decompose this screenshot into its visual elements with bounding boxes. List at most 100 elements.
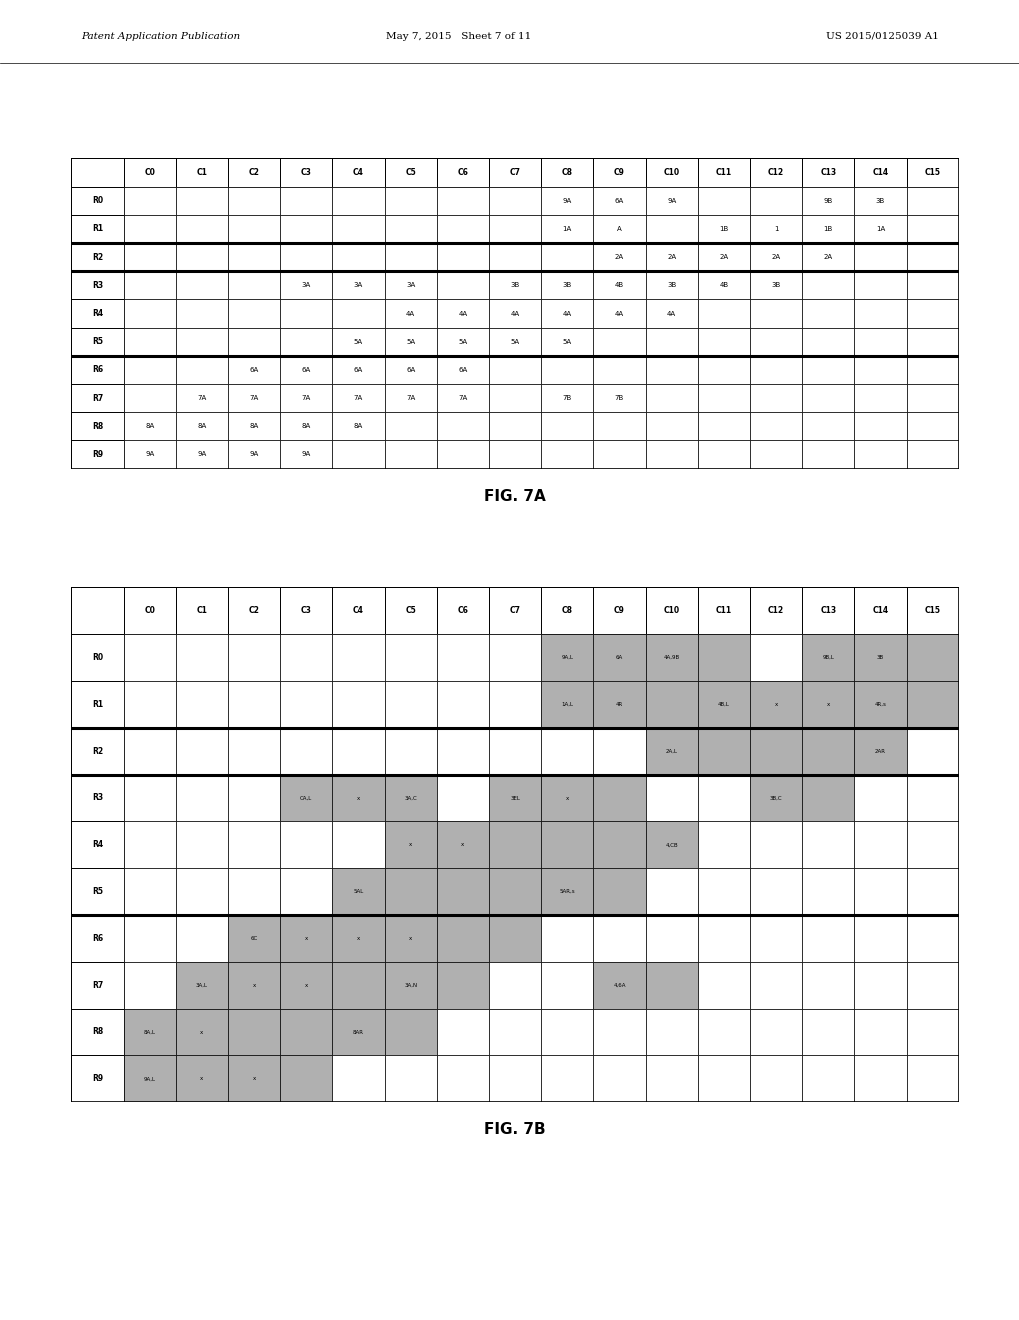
Bar xyxy=(593,821,645,869)
Bar xyxy=(593,327,645,356)
Bar xyxy=(71,356,123,384)
Text: 9A: 9A xyxy=(145,451,154,458)
Bar xyxy=(436,962,488,1008)
Text: C14: C14 xyxy=(871,606,888,615)
Bar xyxy=(175,441,228,469)
Bar xyxy=(749,271,801,300)
Bar xyxy=(906,412,958,441)
Bar xyxy=(488,587,541,634)
Bar xyxy=(436,412,488,441)
Bar xyxy=(280,727,332,775)
Text: 3A,C: 3A,C xyxy=(404,796,417,800)
Bar xyxy=(384,634,436,681)
Text: C12: C12 xyxy=(767,606,784,615)
Bar xyxy=(488,327,541,356)
Bar xyxy=(228,634,280,681)
Text: R1: R1 xyxy=(92,224,103,234)
Bar xyxy=(801,821,854,869)
Text: R8: R8 xyxy=(92,422,103,430)
Bar xyxy=(228,158,280,186)
Text: C1: C1 xyxy=(197,168,207,177)
Bar xyxy=(906,775,958,821)
Text: 4,6A: 4,6A xyxy=(612,982,625,987)
Bar xyxy=(906,300,958,327)
Text: 9A: 9A xyxy=(302,451,311,458)
Bar xyxy=(384,915,436,962)
Bar xyxy=(906,962,958,1008)
Text: R2: R2 xyxy=(92,747,103,755)
Bar xyxy=(228,412,280,441)
Bar xyxy=(645,384,697,412)
Text: 8A: 8A xyxy=(250,424,259,429)
Bar xyxy=(906,869,958,915)
Text: 2A,L: 2A,L xyxy=(665,748,677,754)
Bar xyxy=(541,962,593,1008)
Bar xyxy=(332,869,384,915)
Bar xyxy=(749,186,801,215)
Text: C8: C8 xyxy=(561,606,573,615)
Bar xyxy=(175,356,228,384)
Bar xyxy=(123,441,175,469)
Bar xyxy=(593,1008,645,1056)
Bar xyxy=(645,962,697,1008)
Bar xyxy=(906,634,958,681)
Bar xyxy=(71,243,123,271)
Text: 6A: 6A xyxy=(250,367,259,374)
Bar xyxy=(801,1008,854,1056)
Text: C5: C5 xyxy=(405,606,416,615)
Bar xyxy=(332,727,384,775)
Text: x: x xyxy=(357,936,360,941)
Text: A: A xyxy=(616,226,622,232)
Text: 6A: 6A xyxy=(615,655,623,660)
Bar xyxy=(697,215,749,243)
Text: 6A: 6A xyxy=(614,198,624,203)
Text: C11: C11 xyxy=(715,168,732,177)
Bar xyxy=(280,300,332,327)
Bar xyxy=(332,441,384,469)
Text: R7: R7 xyxy=(92,981,103,990)
Bar xyxy=(332,412,384,441)
Bar xyxy=(123,681,175,727)
Text: 2A: 2A xyxy=(666,255,676,260)
Bar xyxy=(854,681,906,727)
Bar xyxy=(541,356,593,384)
Text: 4A,9B: 4A,9B xyxy=(663,655,679,660)
Bar xyxy=(593,243,645,271)
Bar xyxy=(384,1008,436,1056)
Bar xyxy=(280,158,332,186)
Text: 7A: 7A xyxy=(458,395,467,401)
Bar xyxy=(436,587,488,634)
Bar xyxy=(71,327,123,356)
Bar xyxy=(488,215,541,243)
Text: 3B,C: 3B,C xyxy=(769,796,782,800)
Text: 5A: 5A xyxy=(511,339,519,345)
Bar xyxy=(488,356,541,384)
Bar xyxy=(384,727,436,775)
Bar xyxy=(645,634,697,681)
Text: 6A: 6A xyxy=(302,367,311,374)
Bar xyxy=(384,243,436,271)
Bar xyxy=(697,962,749,1008)
Bar xyxy=(175,962,228,1008)
Text: 5AR,s: 5AR,s xyxy=(559,890,575,894)
Text: 3A: 3A xyxy=(406,282,415,288)
Bar xyxy=(541,243,593,271)
Bar xyxy=(697,1008,749,1056)
Bar xyxy=(854,215,906,243)
Text: 1B: 1B xyxy=(718,226,728,232)
Text: 5AL: 5AL xyxy=(353,890,363,894)
Bar xyxy=(175,587,228,634)
Bar xyxy=(332,1008,384,1056)
Bar xyxy=(697,327,749,356)
Bar xyxy=(123,1056,175,1102)
Bar xyxy=(123,384,175,412)
Text: 3B: 3B xyxy=(510,282,520,288)
Text: 1: 1 xyxy=(773,226,777,232)
Bar xyxy=(749,821,801,869)
Text: x: x xyxy=(305,982,308,987)
Text: FIG. 7B: FIG. 7B xyxy=(484,1122,545,1138)
Bar xyxy=(228,821,280,869)
Bar xyxy=(541,158,593,186)
Bar xyxy=(228,186,280,215)
Bar xyxy=(906,915,958,962)
